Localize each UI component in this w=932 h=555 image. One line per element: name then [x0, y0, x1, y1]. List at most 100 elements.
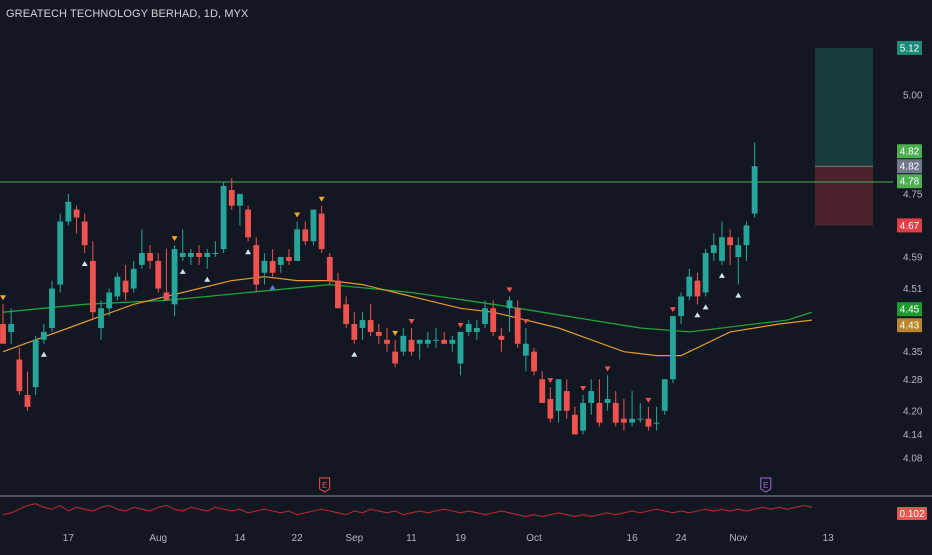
position-zones: [815, 47, 873, 226]
price-badge-label: 4.82: [900, 147, 920, 158]
candle-body: [392, 351, 399, 364]
price-tick-label: 4.08: [903, 454, 923, 465]
sell-signal-marker: [645, 397, 652, 403]
candle-body: [572, 414, 578, 435]
candle-body: [735, 245, 742, 257]
candle-body: [514, 308, 521, 344]
rsi-line: [2, 503, 812, 518]
sell-signal-marker: [506, 287, 513, 293]
candle-body: [147, 253, 153, 261]
candle-body: [498, 335, 505, 340]
candle-body: [237, 193, 243, 206]
candle-body: [670, 316, 676, 380]
sell-signal-marker: [522, 318, 529, 324]
price-badge-label: 5.12: [900, 43, 920, 54]
candle-body: [555, 379, 562, 411]
signal-markers: [0, 196, 742, 403]
candle-body: [155, 260, 162, 289]
ma-long-line: [2, 283, 812, 333]
candle-body: [343, 304, 350, 325]
buy-signal-marker: [40, 351, 47, 357]
candle-body: [277, 256, 284, 265]
rsi-value-label: 0.102: [899, 509, 924, 520]
candle-body: [637, 418, 644, 420]
time-tick-label: 11: [406, 533, 417, 544]
sell-signal-marker: [171, 236, 178, 242]
candle-body: [719, 237, 725, 261]
candle-body: [269, 260, 276, 273]
time-tick-label: Nov: [729, 533, 747, 544]
price-tick-label: 5.00: [903, 91, 923, 102]
earnings-marker-label: E: [763, 481, 768, 490]
candle-body: [171, 249, 178, 305]
price-tick-label: 4.35: [903, 347, 923, 358]
price-badge: [897, 302, 922, 317]
candle-body: [563, 391, 570, 411]
candle-body: [384, 339, 390, 344]
time-tick-label: 22: [292, 533, 304, 544]
candle-body: [751, 166, 758, 214]
candle-body: [433, 339, 439, 341]
candle-body: [612, 402, 619, 423]
candle-body: [98, 308, 104, 328]
price-tick-label: 4.59: [903, 252, 923, 263]
candle-body: [375, 331, 382, 336]
candle-body: [8, 324, 15, 332]
time-tick-label: Aug: [149, 533, 167, 544]
buy-signal-marker: [351, 351, 358, 357]
candle-body: [408, 339, 415, 352]
chart-title: GREATECH TECHNOLOGY BERHAD, 1D, MYX: [6, 8, 249, 20]
candle-body: [465, 324, 472, 332]
moving-averages: [2, 276, 812, 357]
price-badge: [897, 159, 922, 174]
candle-body: [702, 253, 709, 293]
price-tick-label: 4.28: [903, 375, 923, 386]
buy-signal-marker: [735, 292, 742, 298]
candle-body: [351, 324, 358, 340]
candle-body: [547, 398, 554, 419]
price-badge-label: 4.45: [900, 305, 920, 316]
candle-body: [661, 379, 668, 411]
candle-body: [653, 422, 660, 424]
price-badge-label: 4.78: [900, 177, 920, 188]
candle-body: [16, 359, 23, 392]
candle-body: [367, 320, 374, 332]
candle-body: [302, 229, 309, 242]
time-tick-label: 19: [455, 533, 467, 544]
buy-signal-marker: [702, 304, 709, 310]
candle-body: [588, 391, 595, 403]
candle-body: [318, 213, 325, 250]
candle-body: [261, 260, 268, 273]
candle-body: [686, 276, 693, 297]
sell-signal-marker: [669, 307, 676, 313]
candle-body: [539, 379, 546, 403]
time-tick-label: Oct: [526, 533, 542, 544]
candles: [0, 142, 758, 435]
candle-body: [57, 221, 64, 285]
price-tick-label: 4.14: [903, 430, 923, 441]
candle-body: [326, 256, 333, 281]
earnings-marker-icon: [319, 477, 331, 493]
buy-signal-marker: [204, 276, 211, 282]
candle-body: [163, 292, 170, 301]
time-tick-label: 13: [823, 533, 835, 544]
candle-body: [106, 292, 113, 309]
candle-body: [49, 288, 55, 328]
price-axis[interactable]: 5.00 4.75 4.59 4.51 4.35 4.28 4.20 4.14 4.08 5.12…: [897, 40, 923, 465]
candle-body: [245, 209, 251, 238]
rsi-value-badge: [897, 507, 927, 520]
candle-body: [482, 308, 488, 325]
time-tick-label: 24: [676, 533, 688, 544]
candle-body: [286, 256, 292, 261]
candle-body: [531, 351, 537, 372]
time-axis[interactable]: 17 Aug 14 22 Sep 11 19 Oct 16 24 Nov 13: [63, 533, 834, 544]
candle-body: [188, 253, 194, 257]
candle-body: [204, 253, 211, 257]
earnings-marker-icon: [760, 477, 772, 493]
buy-signal-marker: [269, 284, 276, 290]
candle-body: [310, 209, 317, 242]
candle-body: [678, 296, 685, 317]
